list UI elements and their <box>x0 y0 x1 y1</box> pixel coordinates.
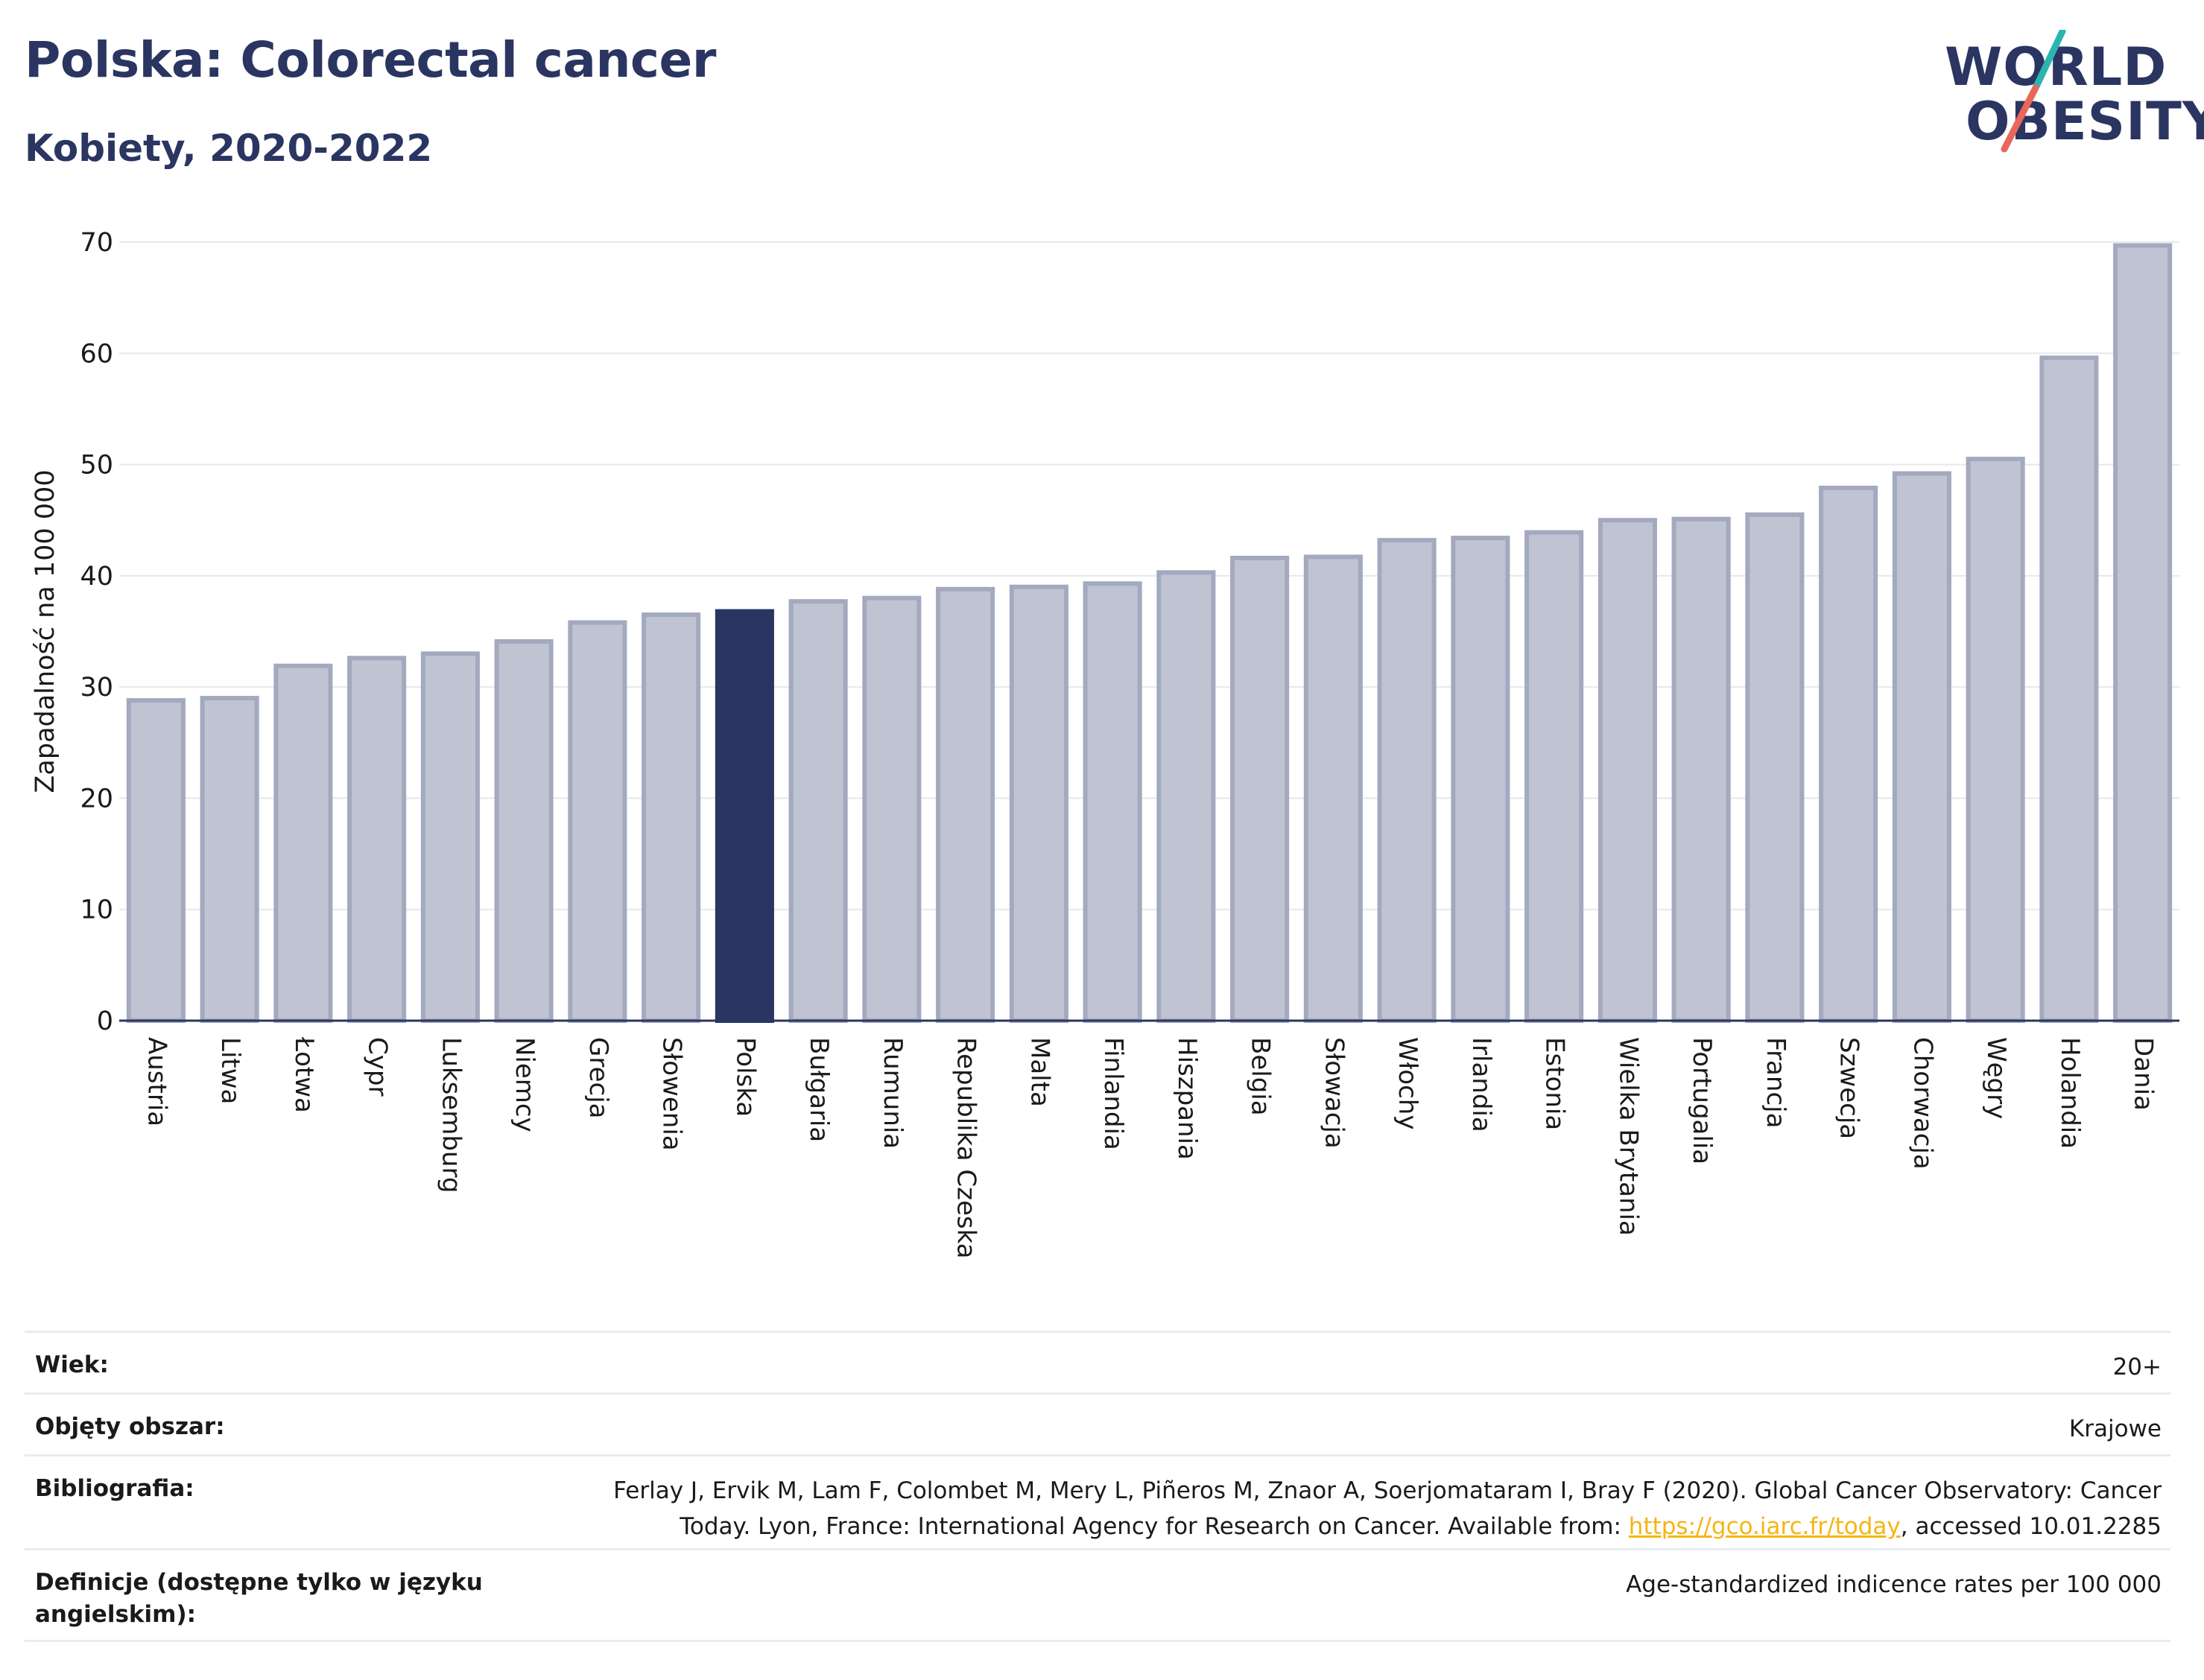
world-obesity-logo: WORLD OBESITY <box>1945 30 2204 156</box>
y-tick-label: 50 <box>80 451 113 481</box>
x-tick-label: Malta <box>1025 1037 1054 1107</box>
info-row-definitions: Definicje (dostępne tylko w języku angie… <box>25 1548 2170 1642</box>
x-tick-label: Szwecja <box>1834 1037 1864 1139</box>
info-value: Ferlay J, Ervik M, Lam F, Colombet M, Me… <box>613 1473 2162 1544</box>
bar-austria <box>126 698 186 1023</box>
x-tick-label: Litwa <box>215 1037 245 1104</box>
info-table: Wiek: 20+ Objęty obszar: Krajowe Bibliog… <box>25 1331 2170 1642</box>
bar-litwa <box>200 696 259 1023</box>
x-tick-label: Polska <box>730 1037 760 1117</box>
y-tick-label: 40 <box>80 562 113 592</box>
x-tick-label: Irlandia <box>1466 1037 1496 1132</box>
info-value: 20+ <box>2112 1354 2162 1381</box>
bar-cypr <box>347 656 407 1023</box>
logo-slash-icon <box>2001 30 2066 153</box>
logo-line-2: OBESITY <box>1966 91 2204 152</box>
bar-luksemburg <box>420 651 480 1023</box>
page-subtitle: Kobiety, 2020-2022 <box>25 127 433 170</box>
bar-hiszpania <box>1156 570 1216 1023</box>
bibliography-line-1: Ferlay J, Ervik M, Lam F, Colombet M, Me… <box>613 1477 2162 1504</box>
bar-szwecja <box>1819 485 1878 1023</box>
x-tick-label: Francja <box>1761 1037 1790 1128</box>
x-tick-label: Finlandia <box>1098 1037 1128 1150</box>
bar-łotwa <box>273 663 333 1023</box>
bar-dania <box>2113 243 2173 1024</box>
x-tick-label: Węgry <box>1981 1037 2011 1119</box>
y-tick-label: 0 <box>97 1007 113 1036</box>
bar-portugalia <box>1671 516 1731 1023</box>
x-tick-label: Austria <box>142 1037 171 1126</box>
info-label: Objęty obszar: <box>35 1413 225 1440</box>
x-tick-label: Grecja <box>583 1037 613 1118</box>
x-tick-label: Bułgaria <box>804 1037 834 1142</box>
bar-francja <box>1745 512 1805 1023</box>
bar-holandia <box>2039 355 2099 1023</box>
x-tick-label: Niemcy <box>510 1037 539 1132</box>
x-tick-label: Chorwacja <box>1907 1037 1937 1170</box>
x-tick-label: Włochy <box>1393 1037 1422 1129</box>
info-row-area: Objęty obszar: Krajowe <box>25 1392 2170 1454</box>
info-value: Age-standardized indicence rates per 100… <box>1626 1571 2162 1598</box>
info-label: Definicje (dostępne tylko w języku angie… <box>35 1569 483 1629</box>
bar-rumunia <box>862 595 922 1023</box>
x-tick-label: Luksemburg <box>436 1037 466 1193</box>
bar-chorwacja <box>1892 471 1951 1023</box>
y-tick-label: 30 <box>80 673 113 703</box>
y-tick-label: 20 <box>80 784 113 814</box>
y-tick-labels: 0 10 20 30 40 50 60 70 <box>80 228 113 1036</box>
bar-finlandia <box>1083 581 1142 1023</box>
bar-grecja <box>568 620 627 1023</box>
bar-węgry <box>1966 457 2025 1024</box>
bar-republika-czeska <box>936 586 995 1023</box>
info-row-age: Wiek: 20+ <box>25 1331 2170 1392</box>
bar-belgia <box>1230 555 1290 1023</box>
bar-chart: 0 10 20 30 40 50 60 70 Austria Litwa Łotwa Cypr Luk… <box>31 228 2179 1259</box>
y-axis-label: Zapadalność na 100 000 <box>31 469 60 793</box>
info-row-bibliography: Bibliografia: Ferlay J, Ervik M, Lam F, … <box>25 1454 2170 1548</box>
x-tick-label: Wielka Brytania <box>1613 1037 1643 1236</box>
x-tick-label: Estonia <box>1540 1037 1570 1130</box>
bibliography-accessed: , accessed 10.01.2285 <box>1900 1513 2162 1541</box>
bars <box>119 243 2179 1024</box>
x-tick-label: Cypr <box>363 1037 393 1096</box>
bar-bułgaria <box>788 599 848 1023</box>
x-tick-label: Słowacja <box>1319 1037 1349 1149</box>
info-label: Bibliografia: <box>35 1475 194 1502</box>
bar-włochy <box>1377 538 1437 1024</box>
x-tick-label: Holandia <box>2055 1037 2085 1149</box>
bar-słowenia <box>642 612 701 1023</box>
x-tick-label: Słowenia <box>657 1037 687 1151</box>
x-tick-label: Republika Czeska <box>951 1037 981 1259</box>
y-tick-label: 10 <box>80 896 113 925</box>
bar-irlandia <box>1451 536 1510 1024</box>
bar-estonia <box>1524 530 1584 1023</box>
info-value: Krajowe <box>2068 1416 2162 1442</box>
x-tick-label: Rumunia <box>878 1037 908 1149</box>
bibliography-line-2: Today. Lyon, France: International Agenc… <box>680 1513 1629 1541</box>
bar-polska <box>715 609 774 1023</box>
bar-niemcy <box>494 638 554 1024</box>
x-tick-label: Belgia <box>1246 1037 1276 1116</box>
bar-słowacja <box>1303 554 1363 1023</box>
x-tick-label: Hiszpania <box>1172 1037 1202 1160</box>
y-tick-label: 60 <box>80 339 113 369</box>
bar-wielka-brytania <box>1597 518 1657 1023</box>
bar-malta <box>1009 584 1068 1023</box>
x-tick-label: Dania <box>2129 1037 2159 1111</box>
y-tick-label: 70 <box>80 228 113 258</box>
x-tick-labels: Austria Litwa Łotwa Cypr Luksemburg Niemcy Gre… <box>142 1036 2158 1259</box>
x-tick-label: Łotwa <box>289 1036 319 1113</box>
info-label: Wiek: <box>35 1351 109 1378</box>
x-tick-label: Portugalia <box>1687 1037 1717 1164</box>
bibliography-link[interactable]: https://gco.iarc.fr/today <box>1628 1513 1901 1541</box>
page-title: Polska: Colorectal cancer <box>25 31 716 89</box>
